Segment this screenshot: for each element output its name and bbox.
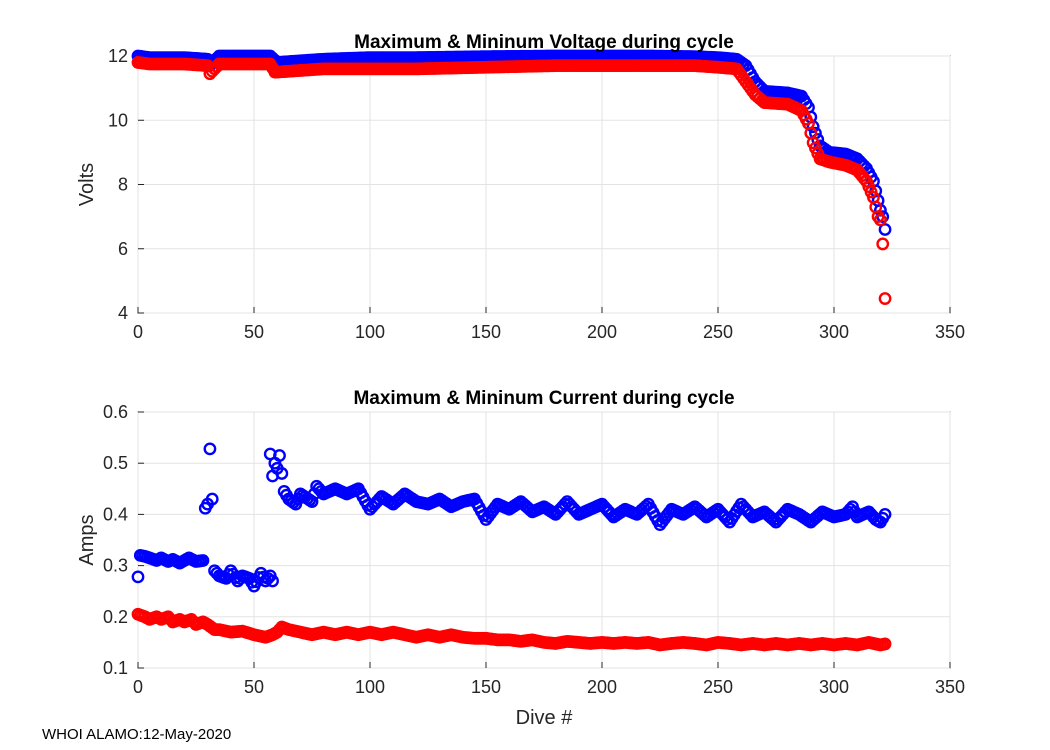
x-tick-label: 350 <box>935 322 965 342</box>
data-point-maximum <box>878 508 892 521</box>
voltage-panel: 0 50 100 150 200 250 300 350 4 6 8 10 12 Maximum & … <box>76 32 965 342</box>
x-tick-label: 250 <box>703 322 733 342</box>
y-tick-label: 0.6 <box>103 402 128 422</box>
x-tick-label: 300 <box>819 322 849 342</box>
y-tick-label: 12 <box>108 46 128 66</box>
current-y-ticks: 0.1 0.2 0.3 0.4 0.5 0.6 <box>103 402 144 678</box>
data-point-maximum <box>275 467 289 480</box>
x-tick-label: 300 <box>819 677 849 697</box>
voltage-points <box>131 49 892 305</box>
y-tick-label: 4 <box>118 303 128 323</box>
data-point-minimum <box>878 637 892 651</box>
x-tick-label: 150 <box>471 677 501 697</box>
data-point-maximum <box>558 497 572 511</box>
data-point-minimum <box>876 237 890 251</box>
current-x-axis-label: Dive # <box>516 707 574 729</box>
y-tick-label: 0.5 <box>103 453 128 473</box>
y-tick-label: 0.3 <box>103 556 128 576</box>
voltage-y-ticks: 4 6 8 10 12 <box>108 46 144 323</box>
x-tick-label: 200 <box>587 677 617 697</box>
x-tick-label: 350 <box>935 677 965 697</box>
data-point-minimum <box>874 213 887 227</box>
x-tick-label: 0 <box>133 677 143 697</box>
voltage-y-axis-label: Volts <box>76 163 98 206</box>
data-point-minimum <box>878 292 892 305</box>
x-tick-label: 0 <box>133 322 143 342</box>
y-tick-label: 10 <box>108 110 128 130</box>
data-point-maximum <box>305 495 319 508</box>
current-points <box>131 442 892 652</box>
data-point-maximum <box>266 574 279 588</box>
current-panel: 0 50 100 150 200 250 300 350 0.1 0.2 0.3 0.4 0.5 0.6… <box>76 388 965 729</box>
current-x-ticks: 0 50 100 150 200 250 300 350 <box>133 662 965 697</box>
data-point-maximum <box>131 570 145 584</box>
y-tick-label: 0.2 <box>103 607 128 627</box>
data-point-maximum <box>273 449 286 462</box>
x-tick-label: 100 <box>355 677 385 697</box>
data-point-maximum <box>196 554 210 567</box>
current-chart-title: Maximum & Mininum Current during cycle <box>353 388 734 409</box>
x-tick-label: 150 <box>471 322 501 342</box>
current-grid <box>137 411 951 669</box>
x-tick-label: 50 <box>244 322 264 342</box>
footer-stamp: WHOI ALAMO:12-May-2020 <box>42 726 232 743</box>
x-tick-label: 100 <box>355 322 385 342</box>
y-tick-label: 8 <box>118 175 128 195</box>
y-tick-label: 6 <box>118 239 128 259</box>
y-tick-label: 0.4 <box>103 504 128 524</box>
data-point-maximum <box>205 492 219 506</box>
x-tick-label: 50 <box>244 677 264 697</box>
voltage-chart-title: Maximum & Mininum Voltage during cycle <box>354 32 734 53</box>
x-tick-label: 250 <box>703 677 733 697</box>
data-point-maximum <box>878 223 892 236</box>
y-tick-label: 0.1 <box>103 658 128 678</box>
data-point-maximum <box>203 442 217 456</box>
data-point-maximum <box>767 513 781 527</box>
voltage-x-ticks: 0 50 100 150 200 250 300 350 <box>133 307 965 342</box>
current-y-axis-label: Amps <box>76 514 98 565</box>
x-tick-label: 200 <box>587 322 617 342</box>
